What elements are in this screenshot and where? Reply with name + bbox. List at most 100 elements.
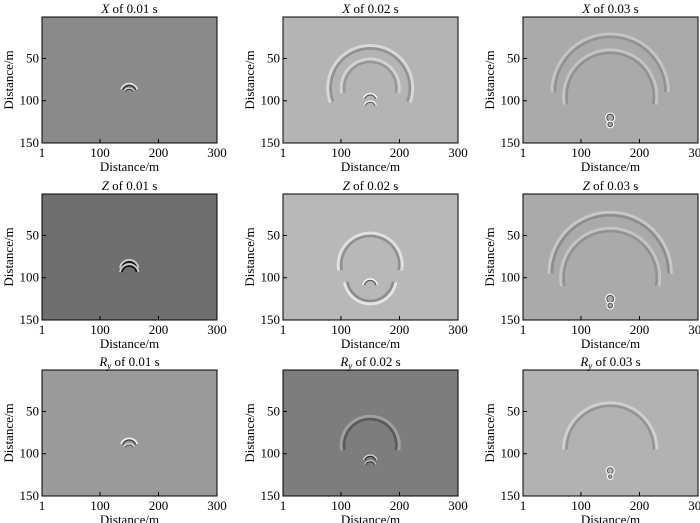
wavefront-group [119, 259, 140, 273]
wavefront-light [343, 281, 398, 306]
y-tick-label: 100 [501, 446, 521, 461]
panel-6: 1 100 200 300 50 100 150 Distance/m Distance/m Z … [482, 178, 700, 351]
wavefront-dark [606, 113, 615, 122]
panel-title: Ry of 0.02 s [339, 354, 400, 371]
x-tick-label: 300 [688, 322, 700, 337]
plot-frame [282, 369, 459, 497]
x-axis-label: Distance/m [581, 336, 640, 351]
y-tick-label: 50 [26, 227, 39, 242]
title-component: Z [102, 178, 110, 193]
wavefront-light [123, 443, 135, 447]
panel-title: Ry of 0.01 s [98, 354, 159, 371]
wavefront-dark [328, 46, 412, 103]
y-tick-label: 150 [261, 312, 281, 327]
wavefront-group [120, 82, 139, 92]
wavefront-light [339, 57, 401, 94]
plot-frame [522, 193, 699, 321]
wavefront-dark [121, 439, 137, 445]
y-axis-label: Distance/m [1, 403, 16, 462]
x-tick-label: 100 [90, 498, 110, 513]
wavefront-light [339, 414, 401, 451]
x-axis-label: Distance/m [341, 336, 400, 351]
title-suffix: of 0.02 s [352, 354, 400, 369]
plot-frame [522, 16, 699, 144]
y-tick-label: 100 [261, 93, 281, 108]
x-tick-label: 1 [280, 498, 287, 513]
panel-7: 1 100 200 300 50 100 150 Distance/m Distance/m Ry… [1, 354, 227, 523]
wavefront-dark [550, 213, 671, 274]
heatmap-background [283, 17, 458, 143]
x-tick-label: 200 [149, 498, 169, 513]
x-tick-label: 200 [630, 145, 650, 160]
y-axis-label: Distance/m [482, 50, 497, 109]
wavefront-light [362, 278, 378, 286]
wavefront-dark [365, 461, 376, 466]
x-tick-label: 300 [688, 145, 700, 160]
title-subscript: y [587, 361, 592, 371]
x-tick-label: 100 [331, 145, 351, 160]
heatmap-background [42, 194, 217, 320]
y-tick-label: 100 [20, 93, 40, 108]
x-tick-label: 200 [630, 498, 650, 513]
x-tick-label: 300 [207, 322, 227, 337]
x-tick-label: 1 [39, 145, 46, 160]
plot-frame [41, 193, 218, 321]
panel-title: Z of 0.02 s [343, 178, 399, 193]
title-suffix: of 0.03 s [592, 354, 640, 369]
panel-5: 1 100 200 300 50 100 150 Distance/m Distance/m Z … [242, 178, 468, 351]
x-tick-label: 300 [688, 498, 700, 513]
y-tick-label: 100 [20, 270, 40, 285]
panel-title: X of 0.01 s [100, 1, 157, 16]
wavefront-light [326, 44, 415, 104]
wavefront-dark [553, 35, 668, 93]
wavefront-dark [561, 229, 659, 287]
wavefront-group [339, 414, 401, 466]
heatmap-background [42, 370, 217, 496]
x-tick-label: 200 [149, 145, 169, 160]
y-tick-label: 50 [267, 50, 280, 65]
x-tick-label: 1 [520, 145, 527, 160]
y-tick-label: 100 [501, 270, 521, 285]
y-tick-label: 150 [501, 135, 521, 150]
wavefront-dark [345, 281, 395, 303]
title-component: R [339, 354, 348, 369]
y-axis-label: Distance/m [242, 50, 257, 109]
wavefront-dark [564, 51, 656, 105]
wavefront-group [336, 231, 404, 306]
wavefront-dark [607, 302, 614, 309]
x-tick-label: 1 [520, 498, 527, 513]
x-tick-label: 200 [390, 145, 410, 160]
panel-4: 1 100 200 300 50 100 150 Distance/m Distance/m Z … [1, 178, 227, 351]
panel-1: 1 100 200 300 50 100 150 Distance/m Distance/m X … [1, 1, 227, 174]
panel-title: Ry of 0.03 s [579, 354, 640, 371]
x-tick-label: 100 [90, 145, 110, 160]
wavefront-light [120, 82, 139, 90]
y-tick-label: 50 [267, 403, 280, 418]
wavefront-group [550, 32, 671, 129]
wavefront-dark [124, 88, 134, 92]
wavefront-light [119, 263, 140, 273]
wavefront-group [547, 210, 673, 310]
wavefront-light [550, 32, 671, 93]
y-axis-label: Distance/m [482, 403, 497, 462]
x-tick-label: 200 [390, 498, 410, 513]
wavefront-light [362, 92, 378, 99]
title-suffix: of 0.03 s [590, 1, 638, 16]
x-tick-label: 100 [331, 498, 351, 513]
wavefront-light [362, 454, 378, 461]
x-axis-label: Distance/m [100, 512, 159, 523]
heatmap-background [283, 370, 458, 496]
y-tick-label: 50 [267, 227, 280, 242]
wavefront-dark [606, 294, 615, 303]
wavefront-dark [121, 84, 137, 91]
panel-title: X of 0.03 s [581, 1, 638, 16]
y-axis-label: Distance/m [1, 50, 16, 109]
title-suffix: of 0.01 s [109, 1, 157, 16]
plot-frame [282, 193, 459, 321]
x-tick-label: 1 [280, 322, 287, 337]
wavefront-dark [564, 404, 656, 450]
wavefront-dark [364, 455, 377, 461]
x-tick-label: 100 [571, 322, 591, 337]
